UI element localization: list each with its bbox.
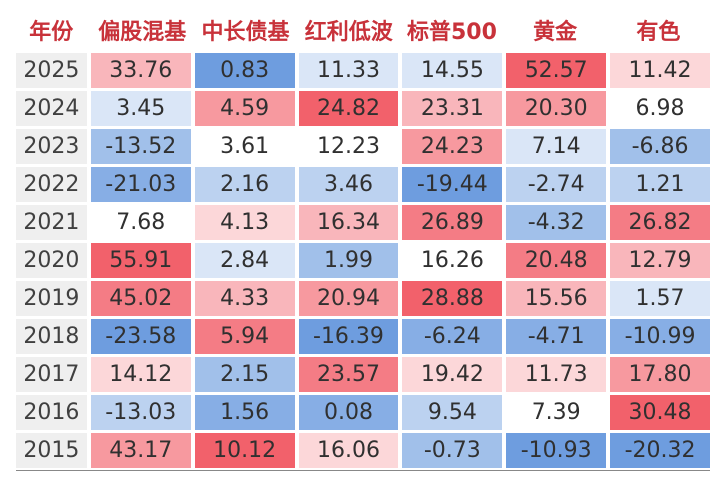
heatmap-cell: 3.45	[90, 91, 191, 126]
heatmap-cell: -13.52	[90, 129, 191, 164]
heatmap-cell: 17.80	[610, 357, 710, 392]
table-row: 2025 33.76 0.83 11.33 14.55 52.57 11.42	[16, 53, 710, 88]
year-cell: 2020	[16, 243, 87, 278]
heatmap-cell: 7.68	[90, 205, 191, 240]
year-cell: 2022	[16, 167, 87, 202]
header-row: 年份 偏股混基 中长债基 红利低波 标普500 黄金 有色	[16, 10, 710, 50]
heatmap-cell: 11.73	[506, 357, 607, 392]
heatmap-cell: 9.54	[402, 395, 503, 430]
heatmap-cell: 3.61	[194, 129, 295, 164]
table-row: 2020 55.91 2.84 1.99 16.26 20.48 12.79	[16, 243, 710, 278]
heatmap-cell: 23.57	[298, 357, 399, 392]
heatmap-cell: 19.42	[402, 357, 503, 392]
header-col-3: 标普500	[406, 20, 497, 45]
heatmap-cell: 30.48	[610, 395, 710, 430]
heatmap-cell: 11.33	[298, 53, 399, 88]
heatmap-cell: 2.16	[194, 167, 295, 202]
heatmap-cell: -2.74	[506, 167, 607, 202]
table-row: 2022 -21.03 2.16 3.46 -19.44 -2.74 1.21	[16, 167, 710, 202]
heatmap-cell: 2.15	[194, 357, 295, 392]
header-col-4: 黄金	[533, 20, 578, 45]
heatmap-cell: 0.83	[194, 53, 295, 88]
heatmap-cell: 2.84	[194, 243, 295, 278]
heatmap-cell: 3.46	[298, 167, 399, 202]
heatmap-cell: 14.12	[90, 357, 191, 392]
heatmap-cell: 14.55	[402, 53, 503, 88]
heatmap-cell: 7.39	[506, 395, 607, 430]
heatmap-cell: 1.99	[298, 243, 399, 278]
year-cell: 2015	[16, 433, 87, 468]
table-row: 2024 3.45 4.59 24.82 23.31 20.30 6.98	[16, 91, 710, 126]
table-row: 2016 -13.03 1.56 0.08 9.54 7.39 30.48	[16, 395, 710, 430]
year-cell: 2024	[16, 91, 87, 126]
heatmap-cell: 11.42	[610, 53, 710, 88]
heatmap-cell: -6.86	[610, 129, 710, 164]
heatmap-cell: 23.31	[402, 91, 503, 126]
heatmap-cell: -4.32	[506, 205, 607, 240]
heatmap-cell: 4.59	[194, 91, 295, 126]
heatmap-cell: 15.56	[506, 281, 607, 316]
heatmap-cell: 0.08	[298, 395, 399, 430]
heatmap-cell: 24.23	[402, 129, 503, 164]
heatmap-cell: -10.99	[610, 319, 710, 354]
bottom-rule	[16, 470, 710, 471]
year-cell: 2021	[16, 205, 87, 240]
rows-container: 2025 33.76 0.83 11.33 14.55 52.57 11.42 2024 3.4…	[16, 53, 710, 468]
heatmap-cell: -21.03	[90, 167, 191, 202]
header-col-0: 偏股混基	[98, 20, 187, 45]
heatmap-cell: 16.26	[402, 243, 503, 278]
header-col-5: 有色	[636, 20, 681, 45]
heatmap-cell: 12.23	[298, 129, 399, 164]
heatmap-cell: 12.79	[610, 243, 710, 278]
heatmap-cell: 6.98	[610, 91, 710, 126]
heatmap-cell: 16.34	[298, 205, 399, 240]
year-cell: 2017	[16, 357, 87, 392]
heatmap-cell: -6.24	[402, 319, 503, 354]
year-cell: 2019	[16, 281, 87, 316]
year-cell: 2025	[16, 53, 87, 88]
heatmap-cell: 26.89	[402, 205, 503, 240]
header-year: 年份	[29, 20, 74, 45]
heatmap-cell: 20.30	[506, 91, 607, 126]
table-row: 2015 43.17 10.12 16.06 -0.73 -10.93 -20.32	[16, 433, 710, 468]
heatmap-cell: 26.82	[610, 205, 710, 240]
heatmap-cell: 55.91	[90, 243, 191, 278]
heatmap-cell: 4.33	[194, 281, 295, 316]
heatmap-cell: 16.06	[298, 433, 399, 468]
heatmap-cell: 1.21	[610, 167, 710, 202]
heatmap-cell: 20.48	[506, 243, 607, 278]
heatmap-cell: -16.39	[298, 319, 399, 354]
heatmap-cell: -19.44	[402, 167, 503, 202]
year-cell: 2023	[16, 129, 87, 164]
heatmap-cell: -23.58	[90, 319, 191, 354]
heatmap-cell: -4.71	[506, 319, 607, 354]
heatmap-cell: 43.17	[90, 433, 191, 468]
heatmap-cell: 28.88	[402, 281, 503, 316]
table-row: 2021 7.68 4.13 16.34 26.89 -4.32 26.82	[16, 205, 710, 240]
heatmap-cell: -20.32	[610, 433, 710, 468]
table-row: 2018 -23.58 5.94 -16.39 -6.24 -4.71 -10.99	[16, 319, 710, 354]
heatmap-cell: -10.93	[506, 433, 607, 468]
header-col-1: 中长债基	[201, 20, 290, 45]
heatmap-cell: 20.94	[298, 281, 399, 316]
table-row: 2023 -13.52 3.61 12.23 24.23 7.14 -6.86	[16, 129, 710, 164]
heatmap-cell: 24.82	[298, 91, 399, 126]
heatmap-cell: -13.03	[90, 395, 191, 430]
heatmap-cell: 5.94	[194, 319, 295, 354]
heatmap-cell: 10.12	[194, 433, 295, 468]
heatmap-cell: 4.13	[194, 205, 295, 240]
year-cell: 2016	[16, 395, 87, 430]
heatmap-cell: 1.57	[610, 281, 710, 316]
heatmap-cell: 45.02	[90, 281, 191, 316]
heatmap-cell: 52.57	[506, 53, 607, 88]
table-row: 2017 14.12 2.15 23.57 19.42 11.73 17.80	[16, 357, 710, 392]
table-row: 2019 45.02 4.33 20.94 28.88 15.56 1.57	[16, 281, 710, 316]
year-cell: 2018	[16, 319, 87, 354]
heatmap-cell: 7.14	[506, 129, 607, 164]
heatmap-cell: 1.56	[194, 395, 295, 430]
heatmap-cell: -0.73	[402, 433, 503, 468]
heatmap-cell: 33.76	[90, 53, 191, 88]
heatmap-table: 年份 偏股混基 中长债基 红利低波 标普500 黄金 有色 2025 33.76 0.83 11…	[16, 10, 710, 468]
header-col-2: 红利低波	[304, 20, 393, 45]
